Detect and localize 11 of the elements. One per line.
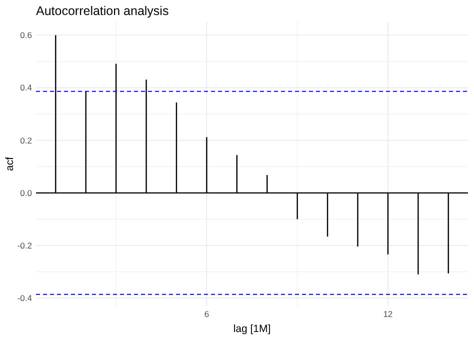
y-tick-label: 0.2 <box>20 135 32 146</box>
y-tick-label: 0.4 <box>20 82 32 93</box>
y-axis-title: acf <box>4 156 16 172</box>
y-tick-label: 0.6 <box>20 30 32 40</box>
chart-title: Autocorrelation analysis <box>36 4 169 18</box>
text: 0.0 <box>20 188 32 198</box>
y-tick-label: -0.4 <box>17 293 32 304</box>
x-tick-label: 6 <box>204 309 210 319</box>
y-tick-label: -0.2 <box>17 240 32 250</box>
x-tick-label: 12 <box>383 309 393 319</box>
x-axis-title: lag [1M] <box>233 323 271 335</box>
